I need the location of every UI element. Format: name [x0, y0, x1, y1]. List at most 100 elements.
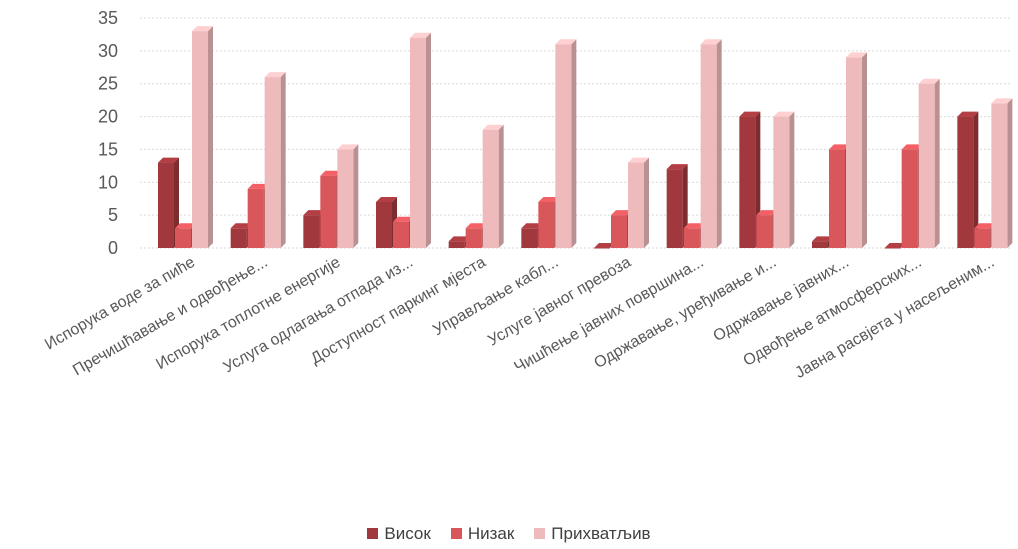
bar [700, 39, 722, 249]
bar [884, 243, 906, 249]
bar-top [175, 223, 196, 229]
bar-top [521, 223, 543, 229]
bar-side [973, 111, 979, 248]
bar [628, 157, 649, 248]
bar-side [862, 52, 867, 248]
bar-top [538, 197, 560, 202]
bars [158, 26, 1013, 249]
bar-front [482, 129, 499, 248]
y-tick-label: 15 [98, 139, 118, 159]
bar-front [666, 169, 683, 248]
y-tick-label: 35 [98, 8, 118, 28]
bar-top [918, 78, 940, 84]
bar-top [320, 170, 342, 176]
bar-top [756, 210, 778, 216]
bar [594, 243, 615, 249]
legend-label: Низак [467, 524, 515, 543]
bar-top [628, 157, 649, 163]
bar-side [498, 124, 504, 248]
bar-front [846, 57, 862, 248]
bar-front [465, 228, 482, 248]
bar-front [175, 228, 191, 248]
legend-item: Низак [450, 524, 515, 544]
bar [192, 26, 213, 249]
bar-top [846, 52, 867, 58]
bar-side [934, 78, 940, 248]
bar-front [773, 116, 790, 248]
bar-front [303, 215, 320, 248]
bar-top [974, 223, 996, 229]
bar-top [230, 223, 252, 229]
bar-front [884, 248, 901, 249]
bar-front [611, 215, 627, 248]
bar-side [280, 72, 286, 249]
bar [957, 111, 979, 248]
bar-top [829, 144, 850, 150]
legend-label: Прихватљив [551, 524, 651, 543]
bar-top [192, 26, 213, 32]
bar-top [991, 98, 1013, 104]
bar-front [739, 116, 756, 248]
bar-front [901, 149, 918, 248]
y-tick-label: 20 [98, 107, 118, 127]
bar [482, 124, 504, 248]
legend-item: Висок [367, 524, 431, 544]
bar-top [739, 111, 761, 117]
bar-front [991, 103, 1008, 248]
bar-top [773, 111, 795, 117]
bar [739, 111, 761, 248]
legend-item: Прихватљив [534, 524, 651, 544]
bar [991, 98, 1013, 248]
bar-top [812, 236, 833, 242]
bar-top [666, 164, 688, 170]
bar [337, 144, 359, 248]
bar-top [594, 243, 615, 248]
bar-front [829, 149, 845, 248]
bar-side [789, 111, 795, 248]
bar-front [628, 162, 644, 248]
bar-front [376, 202, 392, 248]
bar [846, 52, 867, 248]
bar-top [901, 144, 923, 150]
bar [773, 111, 795, 248]
y-tick-label: 25 [98, 74, 118, 94]
bar-top [337, 144, 359, 150]
bar-front [756, 215, 773, 248]
bar [410, 32, 431, 248]
bar-top [683, 223, 705, 229]
y-tick-label: 5 [108, 205, 118, 225]
bar [555, 39, 577, 249]
bar-top [448, 236, 470, 242]
bar-front [594, 248, 610, 249]
bar-side [208, 26, 213, 249]
legend-swatch [450, 528, 462, 539]
y-axis-ticks: 0 5 10 15 20 25 30 35 [98, 8, 118, 258]
bar-side [353, 144, 359, 248]
bar-side [1007, 98, 1013, 248]
bar-front [555, 44, 572, 249]
legend: Висок Низак Прихватљив [0, 524, 1018, 544]
bar-front [337, 149, 354, 248]
bar-front [448, 241, 465, 248]
bar-front [683, 228, 700, 248]
bar-top [611, 210, 632, 216]
bar-top [393, 216, 414, 222]
bar-top [555, 39, 577, 45]
bar-front [192, 31, 208, 249]
bar-front [521, 228, 538, 248]
bar-front [264, 77, 281, 249]
bar-top [482, 124, 504, 130]
bar-top [700, 39, 722, 45]
bar-front [918, 83, 935, 248]
bar-front [247, 188, 264, 248]
bar-side [644, 157, 649, 248]
bar [264, 72, 286, 249]
bar-side [174, 157, 179, 248]
bar-chart: 0 5 10 15 20 25 30 35 Испорука воде за пићеПреч… [42, 8, 1013, 382]
bar-top [158, 157, 179, 163]
bar [918, 78, 940, 248]
bar [158, 157, 179, 248]
category-label: Управљање кабл... [430, 254, 561, 339]
legend-swatch [367, 528, 379, 539]
